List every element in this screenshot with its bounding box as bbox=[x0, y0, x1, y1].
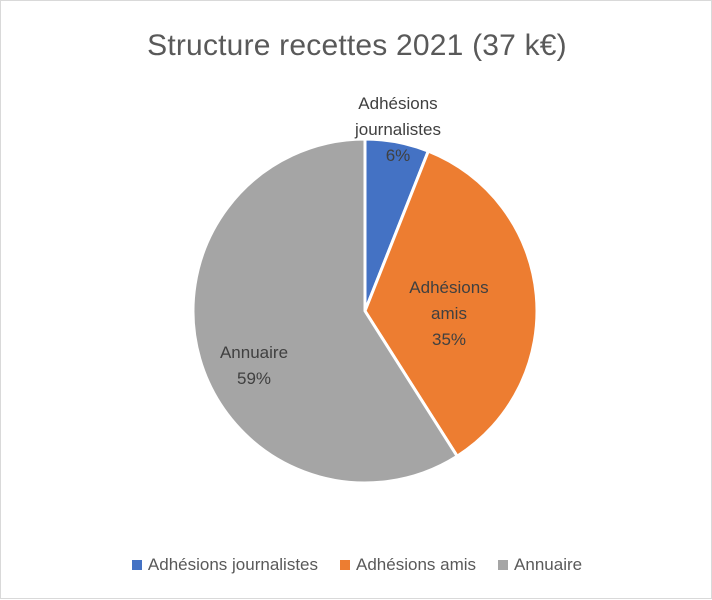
chart-title: Structure recettes 2021 (37 k€) bbox=[147, 29, 567, 62]
legend-item-annuaire: Annuaire bbox=[498, 555, 582, 575]
legend-swatch bbox=[131, 560, 142, 570]
data-label-line: Adhésions bbox=[358, 94, 437, 113]
data-label-line: Annuaire bbox=[220, 343, 288, 362]
data-label-line: 35% bbox=[432, 330, 466, 349]
legend-item-adhesions-journalistes: Adhésions journalistes bbox=[131, 555, 319, 575]
legend-swatch bbox=[498, 560, 509, 570]
legend-swatch bbox=[340, 560, 351, 570]
pie-slice-adh-sions-amis bbox=[363, 149, 539, 458]
data-label-line: 6% bbox=[386, 146, 411, 165]
pie-slice-annuaire bbox=[191, 137, 459, 485]
legend-item-adhesions-amis: Adhésions amis bbox=[340, 555, 476, 575]
legend: Adhésions journalistes Adhésions amis An… bbox=[1, 555, 712, 575]
legend-label: Adhésions journalistes bbox=[147, 555, 319, 574]
legend-label: Annuaire bbox=[514, 555, 583, 574]
data-label-line: amis bbox=[431, 304, 467, 323]
data-label: Adhésions amis 35% bbox=[409, 278, 488, 349]
data-label-line: 59% bbox=[237, 369, 271, 388]
data-label: Adhésions journalistes 6% bbox=[354, 94, 441, 165]
legend-label: Adhésions amis bbox=[356, 555, 477, 574]
data-label-line: journalistes bbox=[354, 120, 441, 139]
data-label: Annuaire 59% bbox=[220, 343, 288, 388]
data-label-line: Adhésions bbox=[409, 278, 488, 297]
